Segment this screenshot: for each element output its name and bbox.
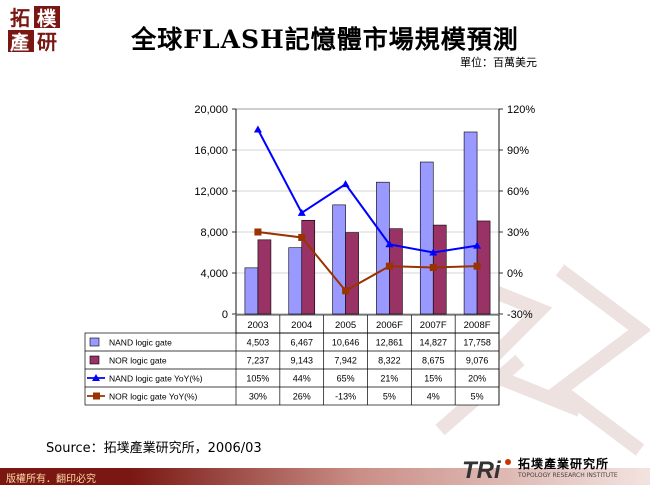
category-label: 2006F [376, 320, 403, 331]
data-label: 5% [471, 392, 484, 402]
category-label: 2007F [420, 320, 447, 331]
y-left-tick-label: 0 [222, 309, 228, 321]
data-label: 9,076 [466, 356, 489, 366]
source-note: Source：拓墣產業研究所，2006/03 [46, 441, 262, 456]
tri-mark: TRi [462, 457, 502, 482]
point-nor-yoy [298, 233, 306, 241]
data-label: 8,322 [378, 356, 401, 366]
y-right-tick-label: 30% [507, 227, 529, 239]
point-nand-yoy [385, 240, 394, 248]
data-label: -13% [335, 392, 356, 402]
logo-char-4: 研 [37, 32, 57, 54]
y-left-tick-label: 12,000 [194, 186, 228, 198]
data-label: 105% [246, 374, 269, 384]
data-label: 44% [293, 374, 311, 384]
category-label: 2004 [291, 320, 312, 331]
legend-marker [92, 374, 100, 381]
logo-char-2: 樸 [37, 7, 57, 30]
series-line-nand-yoy [257, 129, 478, 254]
y-right-tick-label: 90% [507, 145, 529, 157]
y-left-tick-label: 4,000 [200, 268, 228, 280]
data-label: 9,143 [290, 356, 313, 366]
point-nor-yoy [473, 262, 481, 270]
bar-nor [389, 228, 403, 315]
legend-marker [93, 392, 100, 400]
category-label: 2005 [335, 320, 356, 331]
point-nand-yoy [253, 125, 262, 133]
series-line-nor-yoy [257, 231, 478, 293]
category-label: 2003 [247, 320, 268, 331]
bar-nor [345, 232, 359, 315]
point-nand-yoy [473, 241, 482, 249]
footer-bar [0, 468, 650, 485]
plot-area [235, 108, 500, 315]
org-subtitle: TOPOLOGY RESEARCH INSTITUTE [518, 472, 618, 479]
data-label: 21% [380, 374, 398, 384]
data-label: 10,646 [332, 338, 360, 348]
legend-label: NOR logic gate [109, 356, 167, 366]
point-nor-yoy [254, 228, 262, 236]
flash-market-chart: 0 4,000 8,000 12,000 16,000 20,000 -30% 0% 30% 6… [84, 104, 535, 406]
data-label: 20% [468, 374, 486, 384]
point-nand-yoy [429, 248, 438, 256]
bar-nand [332, 204, 346, 315]
y-right-tick-label: 60% [507, 186, 529, 198]
logo-char-1: 拓 [10, 7, 30, 30]
page-title: 全球FLASH記憶體市場規模預測 [131, 25, 519, 54]
legend-label: NOR logic gate YoY(%) [109, 392, 198, 402]
data-label: 30% [249, 392, 267, 402]
y-left-tick-label: 8,000 [200, 227, 228, 239]
bar-nor [301, 219, 316, 315]
legend-label: NAND logic gate YoY(%) [109, 374, 203, 384]
data-label: 7,237 [247, 356, 270, 366]
y-left-tick-label: 20,000 [194, 104, 228, 116]
data-label: 12,861 [376, 338, 404, 348]
data-label: 5% [383, 392, 396, 402]
bar-nand [288, 247, 303, 315]
data-label: 15% [424, 374, 442, 384]
bar-nand [244, 267, 259, 315]
bar-nor [257, 239, 272, 315]
data-label: 26% [293, 392, 311, 402]
point-nand-yoy [297, 208, 306, 216]
category-label: 2008F [464, 320, 491, 331]
point-nor-yoy [385, 262, 393, 270]
brand-logo: 拓 樸 產 研 [6, 4, 62, 54]
data-label: 8,675 [422, 356, 445, 366]
bar-nand [463, 131, 478, 315]
logo-char-3: 產 [10, 31, 29, 54]
copyright-text: 版權所有．翻印必究 [6, 474, 96, 485]
y-right-tick-label: 120% [507, 104, 535, 116]
data-label: 65% [337, 374, 355, 384]
point-nor-yoy [429, 264, 437, 272]
point-nand-yoy [341, 180, 350, 188]
tri-logo-icon: TRi [462, 457, 511, 482]
legend-swatch [89, 337, 100, 347]
y-left-tick-label: 16,000 [194, 145, 228, 157]
data-label: 14,827 [419, 338, 447, 348]
data-label: 4,503 [247, 338, 270, 348]
data-label: 7,942 [334, 356, 357, 366]
point-nor-yoy [342, 287, 350, 295]
unit-label: 單位：百萬美元 [460, 56, 537, 69]
y-right-tick-label: 0% [507, 268, 523, 280]
data-label: 4% [427, 392, 440, 402]
legend-label: NAND logic gate [109, 338, 172, 348]
y-right-tick-label: -30% [507, 309, 533, 321]
bar-nand [376, 181, 390, 315]
bar-nand [419, 161, 434, 315]
org-name: 拓墣產業研究所 [518, 457, 610, 471]
data-label: 17,758 [463, 338, 491, 348]
data-label: 6,467 [290, 338, 313, 348]
legend-swatch [89, 355, 100, 365]
